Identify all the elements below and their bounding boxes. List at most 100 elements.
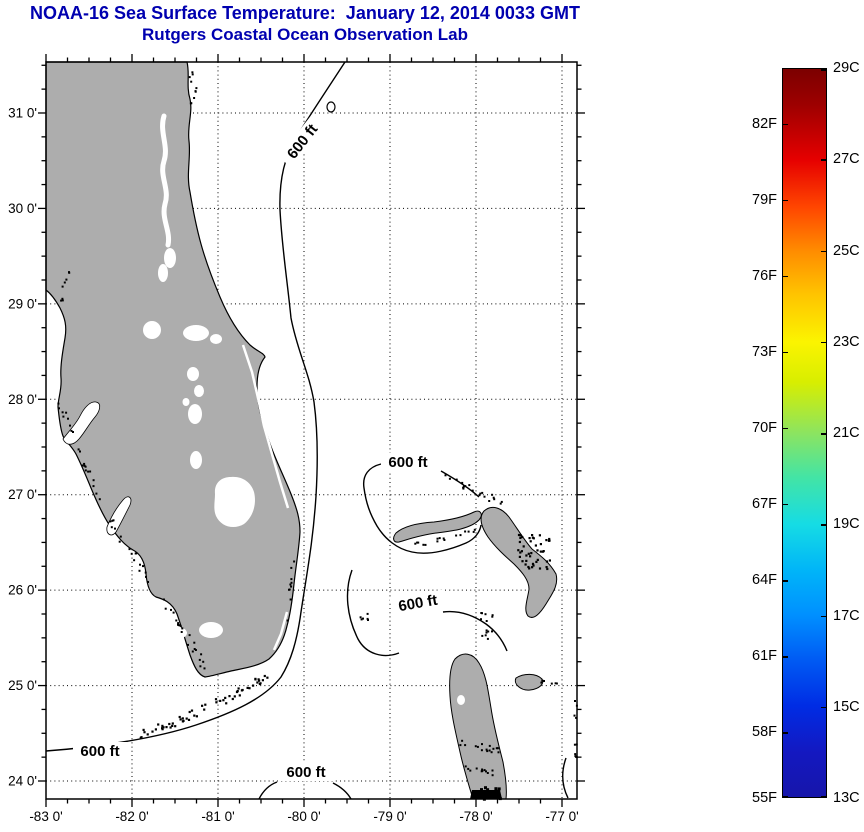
speckle-ten-thousand-islands bbox=[194, 649, 197, 651]
speckle-big-bend-coast bbox=[65, 278, 68, 281]
speckle-little-bahama-north bbox=[491, 493, 494, 496]
speckle-andros-band-1 bbox=[496, 747, 499, 750]
speckle-little-bahama-north bbox=[481, 491, 484, 494]
speckle-andros-south bbox=[477, 793, 481, 797]
speckle-andros-south bbox=[494, 789, 498, 793]
celsius-tick bbox=[821, 615, 827, 617]
speckle-tampa-coast bbox=[58, 407, 60, 410]
speckle-little-bahama-north bbox=[499, 502, 502, 505]
speckle-fortmyers-coast bbox=[128, 548, 131, 551]
speckle-florida-keys bbox=[182, 719, 185, 722]
speckle-grand-bahama-south bbox=[416, 541, 419, 544]
speckle-fortmyers-coast bbox=[133, 559, 136, 562]
speckle-florida-keys bbox=[193, 714, 196, 717]
speckle-abaco-speckle bbox=[521, 535, 524, 539]
speckle-florida-keys bbox=[231, 697, 234, 701]
speckle-little-bahama-north bbox=[478, 494, 481, 497]
speckle-abaco-speckle bbox=[545, 560, 549, 563]
speckle-tampa-coast bbox=[72, 431, 74, 433]
speckle-andros-south bbox=[474, 790, 478, 794]
speckle-florida-keys bbox=[187, 718, 191, 721]
speckle-miami-barrier bbox=[290, 578, 293, 581]
speckle-fortmyers-coast bbox=[138, 569, 141, 572]
speckle-andros-south bbox=[490, 793, 493, 797]
speckle-florida-keys bbox=[151, 730, 154, 733]
speckle-fortmyers-coast bbox=[109, 520, 112, 523]
speckle-tampa-coast bbox=[67, 417, 69, 420]
y-tick-label: 24 0' bbox=[8, 774, 37, 789]
fahrenheit-tick bbox=[782, 796, 788, 798]
speckle-ten-thousand-islands bbox=[200, 653, 203, 656]
speckle-abaco-speckle bbox=[541, 550, 544, 553]
speckle-ten-thousand-islands bbox=[203, 667, 206, 670]
contour-bimini-east bbox=[442, 610, 508, 652]
speckle-tampa-coast bbox=[79, 450, 81, 453]
speckle-abaco-speckle bbox=[517, 549, 520, 552]
speckle-bimini bbox=[359, 616, 362, 619]
speckle-abaco-speckle bbox=[538, 534, 541, 537]
speckle-andros-band-2 bbox=[491, 774, 494, 777]
speckle-florida-keys bbox=[246, 686, 249, 689]
speckle-abaco-speckle bbox=[535, 560, 538, 563]
speckle-sea-islands bbox=[195, 87, 198, 90]
speckle-grand-bahama-south bbox=[424, 543, 427, 546]
speckle-abaco-speckle bbox=[546, 567, 549, 571]
speckle-florida-keys bbox=[201, 704, 204, 707]
x-tick-label: -82 0' bbox=[115, 809, 148, 824]
sst-map: 600 ft 600 ft 600 ft 600 ft 600 ft -83 0… bbox=[8, 54, 585, 824]
speckle-abaco-speckle bbox=[519, 551, 522, 554]
speckle-abaco-speckle bbox=[528, 537, 531, 540]
kissimmee-lake-4 bbox=[182, 398, 190, 406]
speckle-tampa-coast bbox=[92, 485, 95, 488]
speckle-andros-south bbox=[484, 786, 487, 790]
speckle-andros-band-1 bbox=[459, 744, 462, 747]
lakes-central bbox=[183, 325, 209, 341]
contour-label-little-bahama: 600 ft bbox=[381, 453, 435, 471]
speckle-right-edge-cays bbox=[574, 700, 576, 702]
axis-ticks bbox=[38, 54, 585, 807]
speckle-right-edge-cays bbox=[575, 716, 578, 719]
speckle-big-bend-coast bbox=[60, 299, 63, 302]
speckle-florida-keys bbox=[171, 724, 174, 727]
speckle-ten-thousand-islands bbox=[181, 627, 184, 630]
speckle-little-bahama-north bbox=[463, 485, 465, 488]
speckle-ten-thousand-islands bbox=[193, 641, 196, 644]
celsius-tick bbox=[821, 433, 827, 435]
speckle-miami-barrier bbox=[288, 588, 290, 591]
speckle-sea-islands bbox=[194, 90, 197, 93]
speckle-abaco-speckle bbox=[529, 540, 532, 543]
y-tick-label: 31 0' bbox=[8, 105, 37, 120]
speckle-abaco-speckle bbox=[536, 549, 539, 552]
fahrenheit-label: 82F bbox=[752, 115, 777, 132]
speckle-florida-keys bbox=[219, 699, 222, 702]
speckle-florida-keys bbox=[168, 722, 171, 726]
speckle-berry-islands bbox=[480, 618, 482, 621]
speckle-berry-islands bbox=[491, 614, 494, 617]
contour-label-text: 600 ft bbox=[286, 764, 325, 781]
celsius-label: 27C bbox=[833, 151, 860, 168]
speckle-fortmyers-coast bbox=[135, 552, 138, 555]
celsius-tick bbox=[821, 706, 827, 709]
speckle-berry-islands bbox=[487, 630, 490, 633]
speckle-tampa-coast bbox=[81, 464, 84, 467]
label-mask bbox=[73, 742, 127, 760]
kissimmee-lake-2 bbox=[194, 385, 204, 397]
speckle-grand-bahama-south bbox=[442, 537, 445, 540]
contour-label-bottom-center: 600 ft bbox=[279, 763, 333, 781]
x-tick-label: -78 0' bbox=[459, 809, 492, 824]
speckle-abaco-speckle bbox=[538, 567, 542, 570]
y-tick-label: 25 0' bbox=[8, 678, 37, 693]
speckle-florida-keys bbox=[224, 696, 227, 699]
contour-label-bimini: 600 ft bbox=[389, 589, 446, 617]
speckle-abaco-speckle bbox=[518, 555, 521, 558]
speckle-nassau-east-cays bbox=[541, 679, 544, 682]
speckle-fortmyers-coast bbox=[142, 565, 144, 568]
speckle-grand-bahama-south bbox=[473, 528, 476, 531]
fahrenheit-label: 79F bbox=[752, 191, 777, 208]
speckle-little-bahama-north bbox=[479, 492, 482, 495]
abaco-islands bbox=[480, 506, 558, 618]
lake-george bbox=[158, 264, 168, 282]
speckle-grand-bahama-south bbox=[443, 539, 446, 541]
x-tick-label: -81 0' bbox=[201, 809, 234, 824]
